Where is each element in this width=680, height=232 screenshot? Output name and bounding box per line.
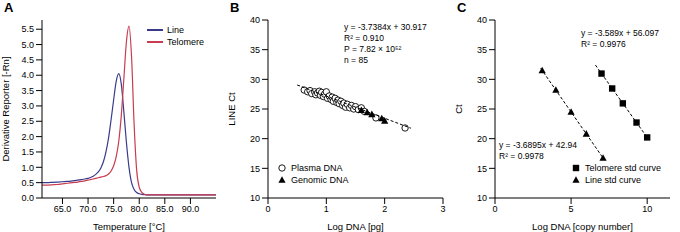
svg-text:Ct: Ct [453,104,464,114]
html-text:Telomere std curve: Telomere std curve [585,163,661,173]
svg-text:25: 25 [250,104,260,114]
svg-text:35: 35 [477,45,487,55]
html-text:Line: Line [167,25,184,35]
svg-text:10: 10 [250,193,260,203]
svg-text:LINE Ct: LINE Ct [226,92,237,126]
html-text:Plasma DNA: Plasma DNA [291,163,343,173]
svg-text:2.0: 2.0 [21,132,34,142]
svg-text:3.5: 3.5 [21,86,34,96]
svg-text:0.5: 0.5 [21,178,34,188]
svg-text:1.5: 1.5 [21,147,34,157]
html-text:R² = 0.9978: R² = 0.9978 [499,151,544,161]
svg-text:30: 30 [477,75,487,85]
svg-text:40: 40 [250,15,260,25]
html-text:B: B [230,0,240,15]
svg-text:Log DNA [copy number]: Log DNA [copy number] [532,221,633,232]
html-text:y = -3.7384x + 30.917: y = -3.7384x + 30.917 [344,22,427,32]
html-text:R² = 0.9976: R² = 0.9976 [581,39,626,49]
svg-text:0: 0 [492,204,497,214]
svg-text:0.0: 0.0 [21,193,34,203]
svg-text:Derivative Reporter [-Rn]: Derivative Reporter [-Rn] [8,56,11,161]
html-text:R² = 0.910: R² = 0.910 [344,33,384,43]
svg-text:65.0: 65.0 [54,204,72,214]
svg-text:Temperature [°C]: Temperature [°C] [93,221,165,232]
svg-text:85.0: 85.0 [156,204,174,214]
svg-text:40: 40 [477,15,487,25]
html-text:P = 7.82 × 10⁵²: P = 7.82 × 10⁵² [344,44,402,54]
svg-text:1: 1 [324,204,329,214]
html-text:y = -3.6895x + 42.94: y = -3.6895x + 42.94 [499,140,577,150]
svg-text:30: 30 [250,75,260,85]
html-text:y = -3.589x + 56.097: y = -3.589x + 56.097 [581,28,659,38]
html-text:Line std curve: Line std curve [585,175,641,185]
svg-text:5.5: 5.5 [21,24,34,34]
html-text:C: C [457,0,467,15]
svg-text:15: 15 [477,164,487,174]
svg-text:Log DNA [pg]: Log DNA [pg] [327,221,384,232]
svg-text:20: 20 [250,134,260,144]
svg-text:2.5: 2.5 [21,116,34,126]
html-text:A: A [4,0,14,15]
svg-text:3.0: 3.0 [21,101,34,111]
svg-text:80.0: 80.0 [130,204,148,214]
html-text:n = 85: n = 85 [344,55,368,65]
svg-text:15: 15 [250,164,260,174]
svg-text:4.5: 4.5 [21,55,34,65]
svg-text:70.0: 70.0 [79,204,97,214]
svg-text:4.0: 4.0 [21,70,34,80]
svg-text:3: 3 [440,204,445,214]
svg-text:10: 10 [477,193,487,203]
svg-text:1.0: 1.0 [21,163,34,173]
html-text:Telomere: Telomere [167,37,204,47]
svg-text:25: 25 [477,104,487,114]
svg-text:5: 5 [569,204,574,214]
svg-text:35: 35 [250,45,260,55]
svg-text:90.0: 90.0 [182,204,200,214]
html-text:Genomic DNA: Genomic DNA [291,175,349,185]
svg-text:2: 2 [382,204,387,214]
svg-text:10: 10 [642,204,652,214]
svg-text:75.0: 75.0 [105,204,123,214]
svg-text:5.0: 5.0 [21,40,34,50]
svg-text:0: 0 [265,204,270,214]
svg-text:20: 20 [477,134,487,144]
